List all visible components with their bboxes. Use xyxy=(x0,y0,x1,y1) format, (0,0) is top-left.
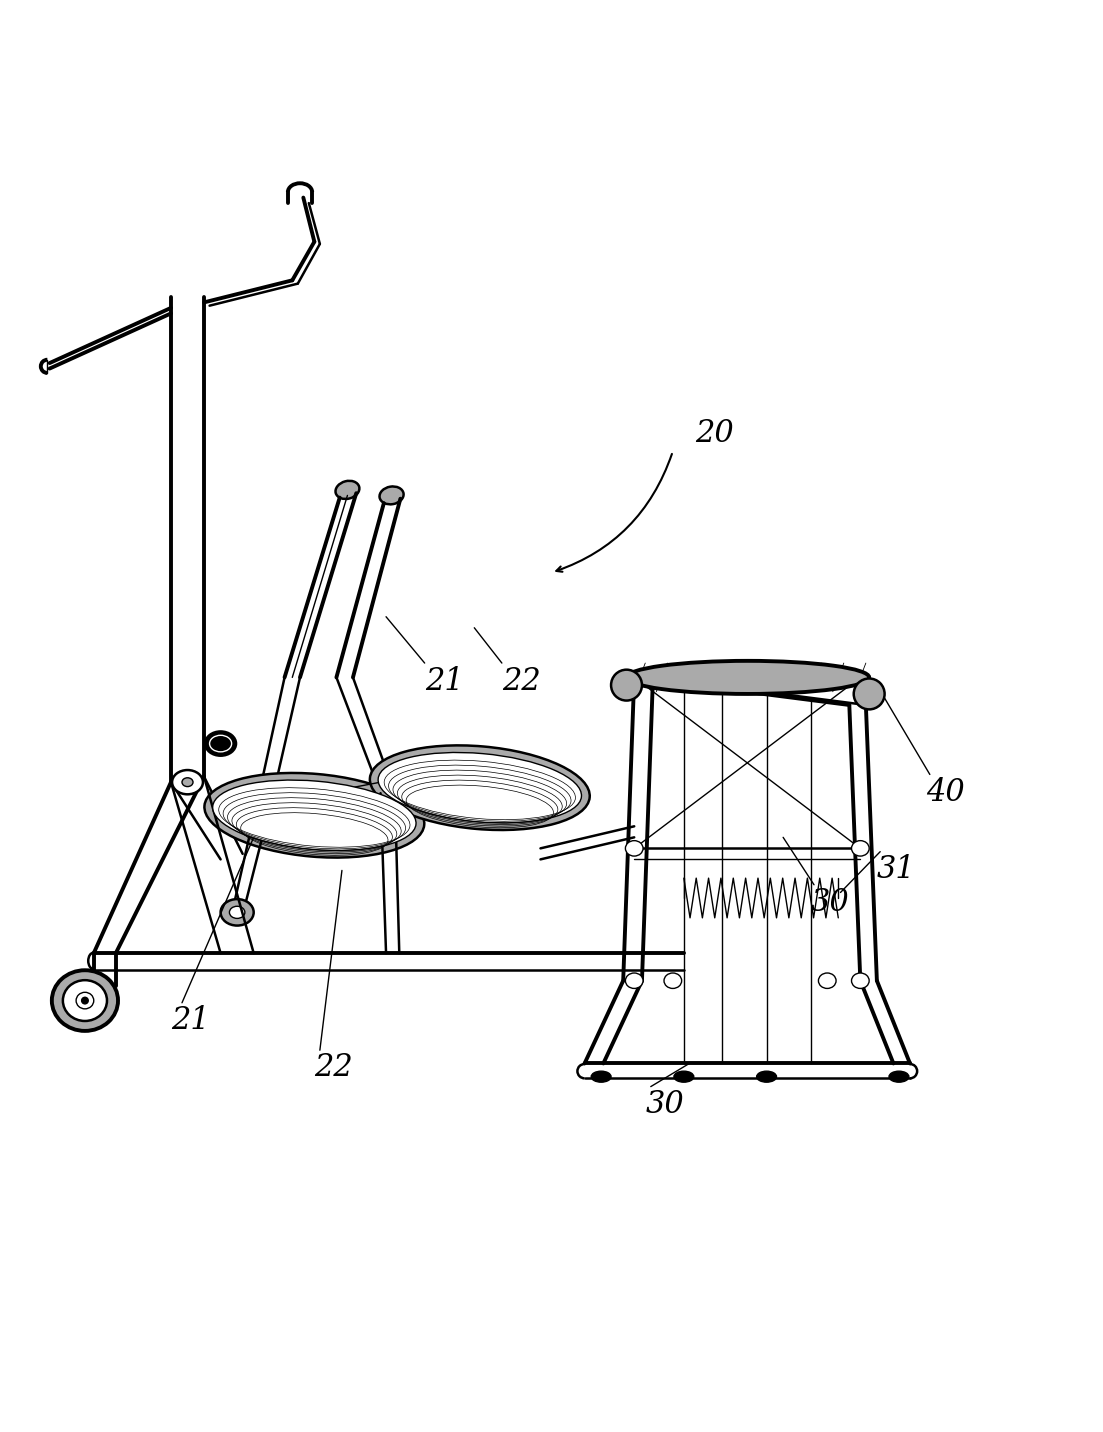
Ellipse shape xyxy=(664,972,682,988)
Text: 21: 21 xyxy=(171,1005,210,1035)
Ellipse shape xyxy=(205,732,236,756)
Ellipse shape xyxy=(52,971,118,1031)
Ellipse shape xyxy=(757,1071,777,1083)
Ellipse shape xyxy=(229,906,245,918)
Ellipse shape xyxy=(854,679,885,709)
Text: 31: 31 xyxy=(877,853,915,885)
Ellipse shape xyxy=(889,1071,909,1083)
Ellipse shape xyxy=(370,746,590,831)
Ellipse shape xyxy=(204,773,425,858)
Text: 30: 30 xyxy=(811,886,849,918)
Ellipse shape xyxy=(182,778,193,786)
Ellipse shape xyxy=(63,979,107,1021)
Ellipse shape xyxy=(378,752,581,823)
Ellipse shape xyxy=(611,670,642,700)
Ellipse shape xyxy=(591,1071,611,1083)
Ellipse shape xyxy=(210,735,232,752)
Text: 22: 22 xyxy=(502,666,540,697)
Ellipse shape xyxy=(379,487,404,504)
Ellipse shape xyxy=(852,841,869,856)
Ellipse shape xyxy=(625,972,643,988)
Ellipse shape xyxy=(818,972,836,988)
Ellipse shape xyxy=(172,770,203,795)
Text: 40: 40 xyxy=(927,776,965,808)
Ellipse shape xyxy=(625,841,643,856)
Text: 22: 22 xyxy=(314,1053,353,1084)
Text: 30: 30 xyxy=(645,1088,684,1120)
Ellipse shape xyxy=(213,780,416,851)
Ellipse shape xyxy=(335,481,360,498)
Ellipse shape xyxy=(852,972,869,988)
Ellipse shape xyxy=(76,992,94,1010)
Ellipse shape xyxy=(82,997,88,1004)
Text: 20: 20 xyxy=(695,418,733,450)
Ellipse shape xyxy=(221,899,254,925)
Ellipse shape xyxy=(627,660,869,695)
Text: 21: 21 xyxy=(425,666,463,697)
Ellipse shape xyxy=(674,1071,694,1083)
